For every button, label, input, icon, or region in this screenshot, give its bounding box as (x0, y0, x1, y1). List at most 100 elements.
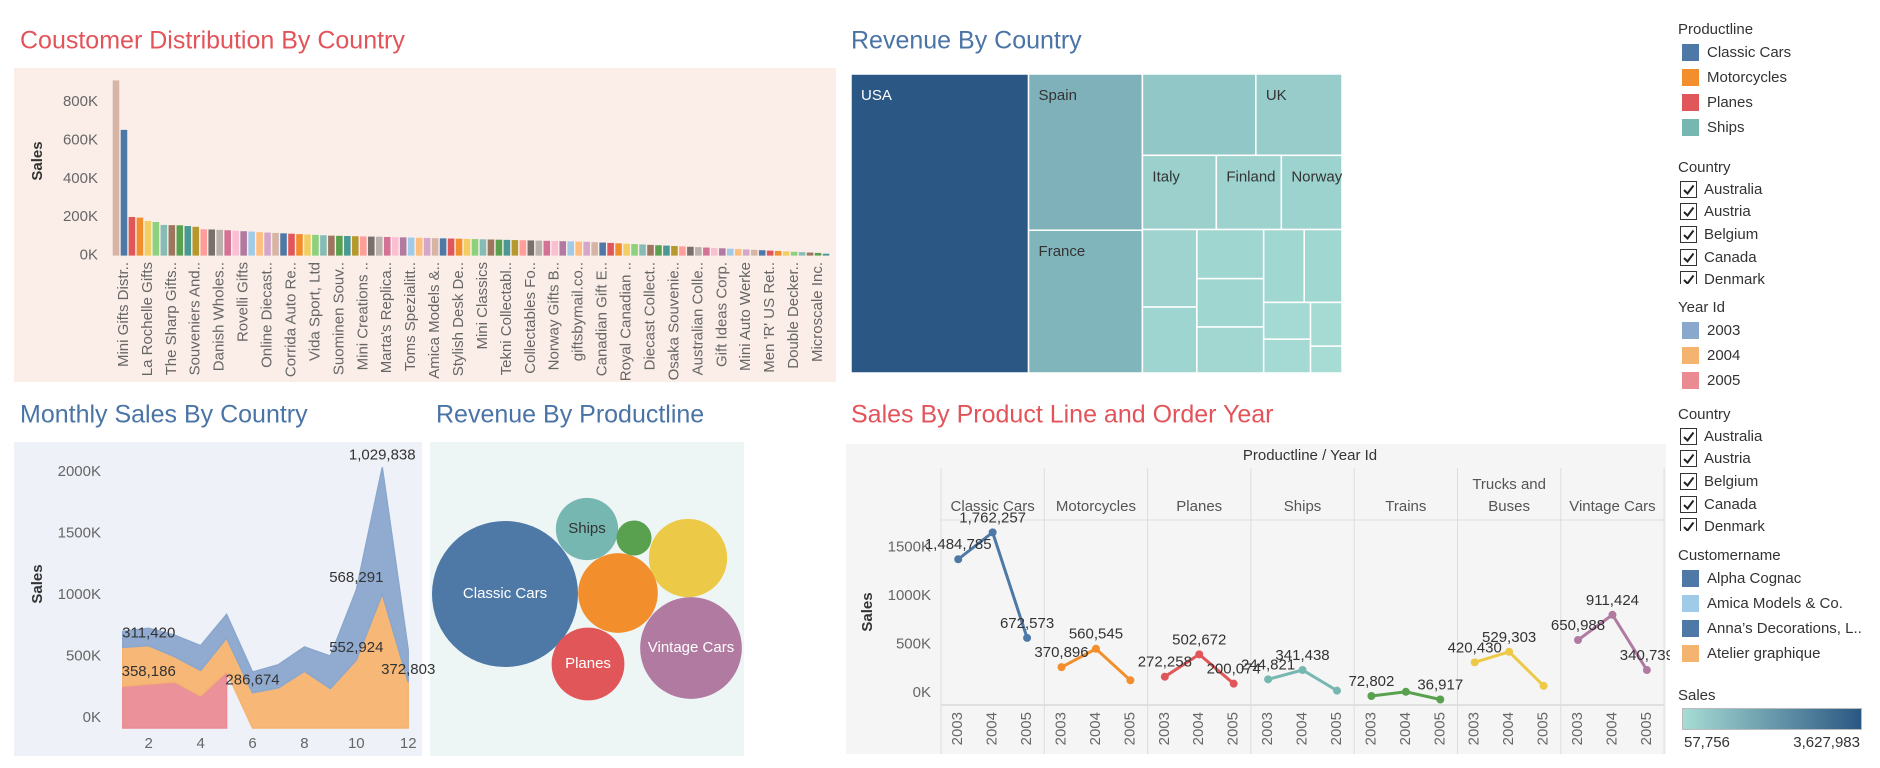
country-filter: Country Australia Austria Belgium Canada Den… (1678, 405, 1874, 531)
filter-items: Australia Austria Belgium Canada Denmark (1678, 178, 1874, 284)
treemap-cell (1262, 228, 1305, 304)
legend-items: 2003 2004 2005 (1678, 318, 1874, 396)
checkbox[interactable] (1680, 495, 1697, 513)
data-label: 311,420 (122, 625, 175, 642)
treemap-cell (1141, 228, 1198, 308)
x-tick-label: 4 (196, 735, 204, 752)
bar (543, 240, 551, 256)
x-tick-label: La Rochelle Gifts (139, 262, 156, 376)
treemap-cell (1280, 154, 1343, 231)
x-tick-label: 2003 (1259, 712, 1276, 745)
x-tick-label: Toms Spezialitt.. (402, 262, 419, 371)
bar (575, 241, 582, 256)
y-tick-label: 200K (63, 208, 98, 225)
x-tick-label: Souveniers And.. (187, 262, 204, 375)
bar (224, 230, 231, 256)
check-mark (1683, 184, 1695, 195)
bar (647, 244, 654, 256)
point (1126, 676, 1135, 685)
legend-label: Planes (1707, 94, 1753, 111)
legend-label: Alpha Cognac (1707, 570, 1802, 587)
bubble (551, 627, 625, 701)
legend-swatch (1682, 347, 1699, 364)
data-label: 560,545 (1069, 626, 1123, 643)
bar (607, 242, 614, 256)
legend-item: 2003 (1678, 318, 1874, 343)
bar (232, 230, 239, 256)
checkbox[interactable] (1680, 271, 1697, 284)
bar (415, 237, 423, 256)
legend-swatch (1682, 119, 1699, 136)
x-tick-label: giftsbymail.co.. (570, 262, 587, 361)
checkbox[interactable] (1680, 203, 1697, 221)
legend-label: 2005 (1707, 372, 1741, 389)
legend-item: Motorcycles (1678, 65, 1874, 90)
point (1401, 687, 1410, 696)
bubble-label: Planes (565, 655, 611, 672)
bar (192, 226, 200, 256)
legend-swatch (1682, 44, 1699, 61)
data-label: 372,803 (381, 661, 435, 678)
point (1195, 650, 1204, 659)
checkbox[interactable] (1680, 225, 1697, 243)
treemap-cell (1309, 301, 1343, 347)
y-tick-label: 2000K (58, 463, 101, 480)
checkbox[interactable] (1680, 450, 1697, 468)
x-tick-label: Corrida Auto Re.. (282, 262, 299, 377)
point (1160, 672, 1169, 681)
legend-item: Anna’s Decorations, L.. (1678, 616, 1874, 641)
bubble (640, 597, 742, 699)
bar (463, 238, 471, 256)
legend-label: Atelier graphique (1707, 645, 1821, 662)
data-label: 244,821 (1241, 656, 1295, 673)
bar (527, 240, 535, 256)
bubble (616, 520, 652, 556)
x-tick-label: 2004 (1397, 712, 1414, 745)
y-tick-label: 400K (63, 170, 98, 187)
x-tick-label: 2005 (1121, 712, 1138, 745)
bar (559, 241, 567, 256)
x-tick-label: 2003 (1466, 712, 1483, 745)
x-tick-label: 2004 (1190, 712, 1207, 745)
bar (687, 246, 694, 256)
bar (814, 252, 822, 256)
bar (663, 245, 670, 256)
y-tick-label: 1000K (58, 586, 101, 603)
filter-label: Austria (1704, 450, 1751, 468)
area (122, 467, 409, 694)
bar (112, 80, 120, 256)
treemap-cell (1309, 345, 1343, 374)
cell-label: Norway (1291, 168, 1342, 185)
data-label: 200,074 (1207, 661, 1261, 678)
checkbox[interactable] (1680, 518, 1697, 531)
checkbox[interactable] (1680, 427, 1697, 445)
bar (352, 236, 359, 256)
data-label: 529,303 (1482, 629, 1536, 646)
data-label: 502,672 (1172, 631, 1226, 648)
checkbox[interactable] (1680, 248, 1697, 266)
bar (360, 236, 367, 256)
x-tick-label: Diecast Collect.. (641, 262, 658, 370)
bar (567, 241, 575, 256)
legend-label: 2003 (1707, 322, 1741, 339)
bar (168, 225, 176, 256)
x-tick-label: Vida Sport, Ltd (306, 262, 323, 361)
y-tick-label: 500K (66, 647, 101, 664)
bar (703, 247, 710, 256)
legend-item: Alpha Cognac (1678, 566, 1874, 591)
y-axis-label: Sales (29, 141, 46, 180)
data-label: 1,484,785 (925, 536, 992, 553)
checkbox[interactable] (1680, 180, 1697, 198)
data-label: 552,924 (329, 639, 383, 656)
point (1642, 666, 1651, 675)
data-label: 420,430 (1448, 639, 1502, 656)
check-mark (1683, 431, 1695, 442)
y-tick-label: 800K (63, 93, 98, 110)
bar (734, 249, 742, 256)
legend-swatch (1682, 570, 1699, 587)
point (988, 528, 997, 537)
checkbox[interactable] (1680, 472, 1697, 490)
bar (671, 245, 678, 256)
legend-max: 3,627,983 (1793, 734, 1860, 751)
